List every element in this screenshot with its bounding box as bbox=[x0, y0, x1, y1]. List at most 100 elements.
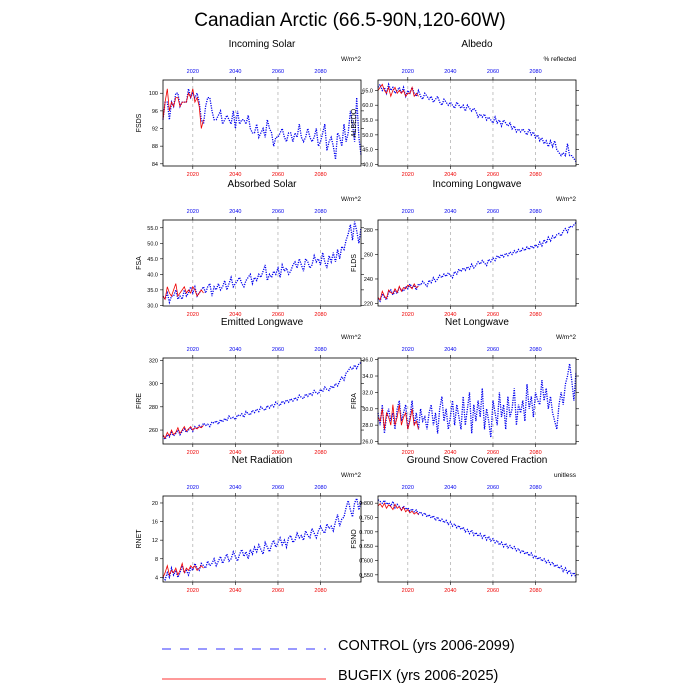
panel-fsno-xtick-label-bottom: 2020 bbox=[402, 588, 414, 594]
panel-flds-xtick-label-top: 2060 bbox=[487, 209, 499, 215]
panel-flds-xtick-label-top: 2020 bbox=[402, 209, 414, 215]
panel-albedo-ytick-label: 40.0 bbox=[362, 163, 373, 169]
panel-fira-xtick-label-bottom: 2080 bbox=[529, 450, 541, 456]
panel-fire-xtick-label-top: 2020 bbox=[187, 347, 199, 353]
panel-albedo-xtick-label-bottom: 2080 bbox=[529, 172, 541, 178]
panel-fira-ytick-label: 36.0 bbox=[362, 358, 373, 364]
panel-fsds-xtick-label-bottom: 2040 bbox=[229, 172, 241, 178]
legend-label-bugfix: BUGFIX (yrs 2006-2025) bbox=[338, 668, 499, 684]
panel-fsds: Incoming Solar W/m^2 84 88 92 96 100 FSDS 2020 20… bbox=[136, 39, 364, 178]
legend-swatch-control bbox=[162, 648, 326, 650]
panel-fire-xtick-label-bottom: 2060 bbox=[272, 450, 284, 456]
panel-flds-xtick-label-top: 2080 bbox=[529, 209, 541, 215]
panel-fira-ytick-label: 32.0 bbox=[362, 390, 373, 396]
panel-albedo-ytick-label: 45.0 bbox=[362, 148, 373, 154]
panel-fsno-series-control bbox=[377, 499, 577, 578]
panel-fire-frame bbox=[162, 357, 362, 445]
panel-rnet-xtick-label-top: 2040 bbox=[229, 485, 241, 491]
panel-fira-ytick-label: 34.0 bbox=[362, 374, 373, 380]
panel-flds-series-bugfix bbox=[377, 283, 419, 301]
panel-fira-xtick-label-top: 2040 bbox=[444, 347, 456, 353]
panel-flds-frame bbox=[377, 219, 577, 307]
panel-fira-ytick-label: 28.0 bbox=[362, 423, 373, 429]
panel-fsds-frame bbox=[162, 79, 362, 167]
panel-rnet-xtick-label-bottom: 2080 bbox=[314, 588, 326, 594]
panel-fsno-ytick-label: 0.600 bbox=[359, 559, 373, 565]
panel-fire-xtick-label-bottom: 2020 bbox=[187, 450, 199, 456]
panel-fire-series-bugfix bbox=[162, 425, 204, 440]
panel-fsa-xtick-label-bottom: 2080 bbox=[314, 312, 326, 318]
legend-label-control: CONTROL (yrs 2006-2099) bbox=[338, 638, 515, 654]
panel-flds-title: Incoming Longwave bbox=[433, 179, 522, 190]
panel-fire-xtick-label-top: 2040 bbox=[229, 347, 241, 353]
panel-fire: Emitted Longwave W/m^2 260 280 300 320 FIRE 202… bbox=[136, 317, 364, 456]
panel-albedo-xtick-label-top: 2060 bbox=[487, 69, 499, 75]
panel-albedo-xtick-label-bottom: 2020 bbox=[402, 172, 414, 178]
panel-fsa: Absorbed Solar W/m^2 30.0 35.0 40.0 45.0 50.0 5… bbox=[136, 179, 364, 318]
panel-fsa-title: Absorbed Solar bbox=[228, 179, 298, 190]
panel-rnet-xtick-label-bottom: 2060 bbox=[272, 588, 284, 594]
panel-fire-ytick-label: 260 bbox=[149, 428, 158, 434]
panel-fsds-xtick-label-bottom: 2060 bbox=[272, 172, 284, 178]
panel-fsds-xtick-label-top: 2040 bbox=[229, 69, 241, 75]
panel-rnet-xtick-label-bottom: 2040 bbox=[229, 588, 241, 594]
panel-rnet-ytick-label: 20 bbox=[152, 501, 158, 507]
panel-fsa-ytick-label: 45.0 bbox=[147, 257, 158, 263]
panel-albedo-xtick-label-top: 2020 bbox=[402, 69, 414, 75]
panel-fsa-units: W/m^2 bbox=[341, 196, 361, 203]
panel-flds-ytick-label: 260 bbox=[364, 252, 373, 258]
panel-fira-xtick-label-top: 2020 bbox=[402, 347, 414, 353]
figure-title: Canadian Arctic (66.5-90N,120-60W) bbox=[194, 10, 506, 31]
panel-rnet-ytick-label: 4 bbox=[155, 575, 158, 581]
panel-fsno-title: Ground Snow Covered Fraction bbox=[407, 455, 548, 466]
panel-fsa-series-control bbox=[162, 221, 362, 305]
panel-flds-series-control bbox=[377, 222, 577, 303]
panel-albedo-units: % reflected bbox=[543, 56, 576, 63]
panel-fsa-frame bbox=[162, 219, 362, 307]
panel-fsa-ytick-label: 50.0 bbox=[147, 241, 158, 247]
panel-albedo-ytick-label: 55.0 bbox=[362, 118, 373, 124]
panel-fsno-xtick-label-bottom: 2040 bbox=[444, 588, 456, 594]
panel-fsds-xtick-label-top: 2060 bbox=[272, 69, 284, 75]
panel-fsa-xtick-label-top: 2080 bbox=[314, 209, 326, 215]
panel-fsa-xtick-label-top: 2040 bbox=[229, 209, 241, 215]
panel-fsno-ylabel: FSNO bbox=[351, 529, 358, 549]
panel-fsa-xtick-label-bottom: 2040 bbox=[229, 312, 241, 318]
panel-albedo-series-bugfix bbox=[377, 83, 419, 98]
panel-fira-xtick-label-top: 2080 bbox=[529, 347, 541, 353]
panel-rnet-units: W/m^2 bbox=[341, 472, 361, 479]
panel-fira-xtick-label-bottom: 2040 bbox=[444, 450, 456, 456]
panel-fsno-ytick-label: 0.700 bbox=[359, 530, 373, 536]
panel-fsa-xtick-label-top: 2020 bbox=[187, 209, 199, 215]
panel-albedo-xtick-label-top: 2080 bbox=[529, 69, 541, 75]
panel-fire-ytick-label: 280 bbox=[149, 405, 158, 411]
legend-swatch-bugfix bbox=[162, 678, 326, 680]
panel-rnet-title: Net Radiation bbox=[232, 455, 293, 466]
panel-fsds-ytick-label: 96 bbox=[152, 109, 158, 115]
panel-rnet-xtick-label-top: 2020 bbox=[187, 485, 199, 491]
panel-fsno-xtick-label-top: 2020 bbox=[402, 485, 414, 491]
panel-fsds-units: W/m^2 bbox=[341, 56, 361, 63]
panel-fira-series-control bbox=[377, 363, 577, 438]
panel-fira-ytick-label: 26.0 bbox=[362, 440, 373, 446]
panel-fsno-xtick-label-top: 2080 bbox=[529, 485, 541, 491]
panel-rnet-xtick-label-top: 2060 bbox=[272, 485, 284, 491]
panel-fsds-series-control bbox=[162, 88, 362, 160]
panel-fira-frame bbox=[377, 357, 577, 445]
panel-fsno-ytick-label: 0.750 bbox=[359, 516, 373, 522]
panel-fsno-series-bugfix bbox=[377, 502, 419, 515]
panel-fsa-ytick-label: 30.0 bbox=[147, 303, 158, 309]
panel-flds-units: W/m^2 bbox=[556, 196, 576, 203]
panel-rnet-frame bbox=[162, 495, 362, 583]
panel-albedo: Albedo % reflected 40.0 45.0 50.0 55.0 60.0 65.… bbox=[351, 39, 579, 178]
panel-fsa-ytick-label: 55.0 bbox=[147, 226, 158, 232]
panel-fsno-frame bbox=[377, 495, 577, 583]
panel-rnet-ylabel: RNET bbox=[136, 529, 143, 549]
panel-rnet: Net Radiation W/m^2 4 8 12 16 20 RNET 2020 2020 20… bbox=[136, 455, 364, 594]
panel-fire-xtick-label-top: 2080 bbox=[314, 347, 326, 353]
panel-fsds-xtick-label-top: 2020 bbox=[187, 69, 199, 75]
panel-flds-xtick-label-bottom: 2040 bbox=[444, 312, 456, 318]
panel-rnet-ytick-label: 12 bbox=[152, 538, 158, 544]
panel-albedo-frame bbox=[377, 79, 577, 167]
panel-fsno-units: unitless bbox=[554, 472, 577, 479]
